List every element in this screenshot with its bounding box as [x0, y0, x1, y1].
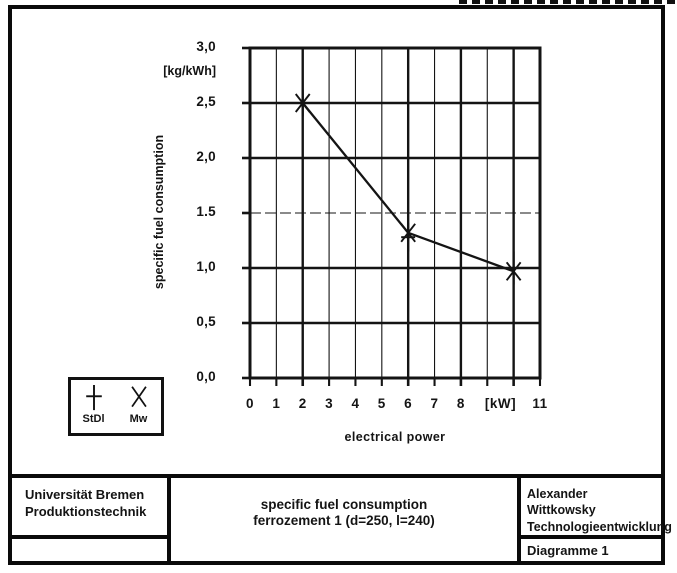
y-tick-label: 1.5: [196, 204, 216, 219]
legend-item-mw: Mw: [116, 380, 161, 433]
org-dept: Produktionstechnik: [25, 503, 147, 519]
author-dept: Technologieentwicklung: [527, 519, 672, 534]
y-tick-label: 2,5: [196, 94, 216, 109]
title-block-org-column: Universität Bremen Produktionstechnik: [12, 478, 167, 561]
x-tick-label: [kW]: [484, 396, 517, 411]
drawing-title-block: specific fuel consumption ferrozement 1 …: [171, 478, 517, 561]
x-tick-label: 7: [430, 396, 439, 411]
org-name: Universität Bremen: [25, 487, 145, 502]
legend-label-stdl: StDl: [82, 413, 105, 425]
y-tick-label: 1,0: [196, 259, 216, 274]
cell-divider: [517, 478, 521, 561]
x-tick-label: 4: [351, 396, 360, 411]
y-axis-title: specific fuel consumption: [152, 134, 166, 290]
x-marker-icon: [130, 386, 147, 408]
drawing-title-line1: specific fuel consumption: [260, 497, 428, 512]
x-tick-label: 2: [298, 396, 307, 411]
title-block: Universität Bremen Produktionstechnik sp…: [12, 474, 672, 561]
sheet-border-frame: [8, 5, 665, 565]
y-tick-label: 3,0: [196, 39, 216, 54]
y-tick-label: 0,5: [196, 314, 216, 329]
cell-divider: [12, 535, 167, 539]
x-axis-title: electrical power: [344, 430, 446, 444]
cell-divider: [521, 535, 661, 539]
cell-divider: [167, 478, 171, 561]
scan-noise: [459, 0, 675, 4]
title-block-author-column: Alexander Wittkowsky Technologieentwickl…: [521, 478, 672, 561]
org-block: Universität Bremen Produktionstechnik: [12, 478, 167, 535]
legend-box: StDl Mw: [68, 377, 164, 436]
legend-item-stdl: StDl: [71, 380, 116, 433]
x-tick-label: 3: [325, 396, 334, 411]
y-tick-label: 2,0: [196, 149, 216, 164]
author-name: Alexander Wittkowsky: [527, 487, 596, 518]
y-tick-label: 0,0: [196, 369, 216, 384]
x-tick-label: 0: [245, 396, 254, 411]
org-block-empty-cell: [12, 539, 167, 561]
y-axis-unit-label: [kg/kWh]: [163, 64, 216, 78]
x-tick-label: 11: [532, 396, 548, 411]
legend-label-mw: Mw: [129, 413, 148, 425]
x-tick-label: 5: [377, 396, 386, 411]
x-tick-label: 6: [404, 396, 413, 411]
x-tick-label: 1: [272, 396, 281, 411]
x-tick-label: 8: [456, 396, 465, 411]
doc-number-block: Diagramme 1: [521, 539, 661, 561]
doc-label: Diagramme 1: [527, 543, 609, 558]
plus-marker-icon: [85, 385, 102, 411]
drawing-title-line2: ferrozement 1 (d=250, l=240): [253, 513, 435, 528]
author-block: Alexander Wittkowsky Technologieentwickl…: [521, 478, 672, 535]
